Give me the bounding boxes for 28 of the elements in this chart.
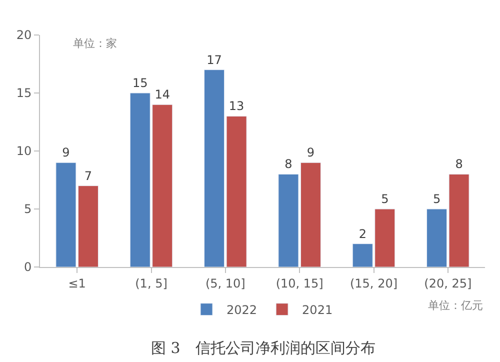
data-label: 15 [132, 76, 148, 90]
data-label: 5 [381, 192, 389, 206]
x-tick-label: (15, 20] [350, 276, 398, 290]
data-label: 14 [154, 88, 170, 102]
legend-label: 2021 [302, 303, 333, 318]
caption: 图 3 信托公司净利润的区间分布 [151, 339, 376, 357]
y-tick-label: 15 [16, 86, 32, 100]
y-tick-label: 0 [24, 260, 32, 274]
data-label: 5 [432, 192, 441, 206]
x-tick-label: (10, 15] [276, 276, 324, 290]
data-label: 8 [455, 157, 463, 172]
x-tick-label: (5, 10] [205, 276, 246, 290]
data-label: 2 [358, 226, 366, 241]
annotation: 单位：家 [73, 37, 117, 50]
legend-label: 2022 [226, 303, 258, 318]
y-tick-label: 10 [16, 144, 32, 158]
data-label: 8 [284, 157, 292, 172]
data-label: 17 [206, 52, 222, 67]
x-tick-label: (20, 25] [424, 276, 472, 290]
data-label: 9 [306, 146, 315, 160]
data-label: 7 [84, 168, 92, 183]
text: 单位：亿元 [428, 299, 483, 312]
y-tick-label: 5 [24, 202, 32, 216]
y-tick-label: 20 [16, 28, 32, 42]
x-tick-label: ≤1 [68, 276, 86, 290]
x-tick-label: (1, 5] [135, 276, 168, 290]
data-label: 13 [228, 99, 244, 114]
data-label: 9 [62, 146, 70, 160]
